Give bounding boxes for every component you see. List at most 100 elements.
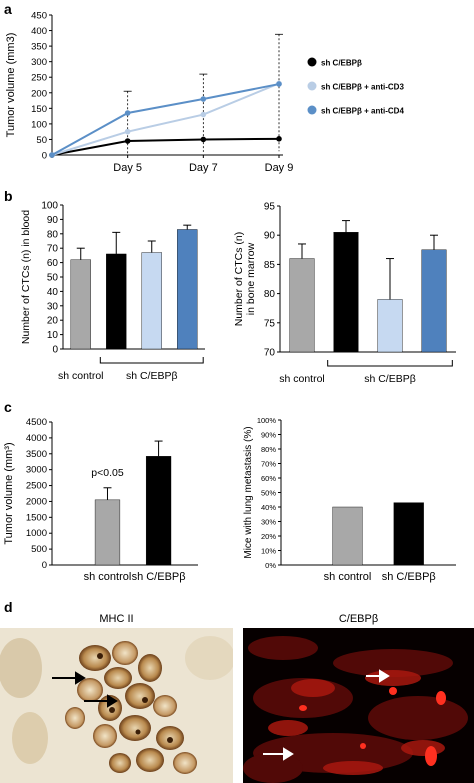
b-right-y-tick-label: 80 bbox=[264, 289, 276, 300]
arrow-icon bbox=[366, 669, 390, 683]
mhc-ii-micrograph bbox=[0, 628, 233, 783]
a-legend-label-1: sh C/EBPβ + anti-CD3 bbox=[321, 83, 404, 92]
cebpb-micrograph bbox=[243, 628, 474, 783]
c-left-y-tick-label: 4000 bbox=[26, 433, 47, 444]
c-left-x-tick-label: sh control bbox=[84, 571, 132, 583]
b-left-y-tick-label: 20 bbox=[47, 316, 59, 327]
c-right-y-axis: 0% 10% 20% 30% 40% 50% 60% 70% 80% 90% 100% bbox=[257, 416, 282, 570]
c-right-y-tick-label: 60% bbox=[261, 474, 276, 483]
b-right-group-label-control: sh control bbox=[279, 373, 325, 385]
b-right-y-label-line2: in bone marrow bbox=[245, 242, 257, 315]
c-right-bar bbox=[393, 502, 424, 566]
a-y-tick-label: 250 bbox=[31, 73, 47, 84]
panel-label-a: a bbox=[4, 1, 12, 17]
b-right-group-bracket bbox=[327, 360, 453, 367]
c-right-y-tick-label: 70% bbox=[261, 460, 276, 469]
b-right-y-tick-label: 85 bbox=[264, 260, 276, 271]
b-left-group-label-control: sh control bbox=[58, 370, 104, 382]
c-right-y-tick-label: 20% bbox=[261, 532, 276, 541]
stained-cell-cluster bbox=[65, 641, 197, 774]
c-right-y-tick-label: 90% bbox=[261, 431, 276, 440]
b-left-y-tick-label: 30 bbox=[47, 301, 59, 312]
b-right-y-label: Number of CTCs (n) bbox=[233, 232, 245, 327]
arrow-icon bbox=[84, 694, 118, 708]
c-left-y-tick-label: 2500 bbox=[26, 481, 47, 492]
b-right-bar bbox=[333, 232, 359, 353]
a-legend-marker-2 bbox=[307, 105, 317, 115]
panel-label-b: b bbox=[4, 188, 13, 204]
a-point-2 bbox=[124, 110, 131, 116]
b-right-group-label-cebpb: sh C/EBPβ bbox=[364, 373, 416, 385]
a-y-label: Tumor volume (mm3) bbox=[5, 33, 17, 138]
c-left-y-axis: 0 500 1000 1500 2000 2500 3000 3500 4000 4500 bbox=[26, 417, 53, 571]
a-point-2 bbox=[276, 81, 282, 87]
c-right-y-tick-label: 10% bbox=[261, 547, 276, 556]
a-point-0 bbox=[124, 138, 131, 144]
a-point-0 bbox=[276, 136, 282, 142]
b-left-y-tick-label: 50 bbox=[47, 273, 59, 284]
c-left-bar bbox=[145, 456, 172, 566]
a-series-line-2 bbox=[51, 83, 280, 156]
b-left-y-tick-label: 10 bbox=[47, 330, 59, 341]
b-left-bar bbox=[70, 259, 91, 350]
a-y-tick-label: 400 bbox=[31, 26, 47, 37]
panel-label-c: c bbox=[4, 399, 12, 415]
a-series-line-0 bbox=[51, 137, 280, 156]
a-y-tick-label: 350 bbox=[31, 42, 47, 53]
c-left-significance-label: p<0.05 bbox=[91, 467, 124, 479]
b-right-y-axis: 70 75 80 85 90 95 bbox=[264, 202, 281, 359]
a-legend-marker-0 bbox=[307, 57, 317, 67]
c-right-y-tick-label: 50% bbox=[261, 489, 276, 498]
a-y-tick-label: 0 bbox=[42, 151, 47, 162]
arrow-icon bbox=[263, 747, 294, 761]
b-left-y-tick-label: 100 bbox=[41, 201, 58, 212]
b-left-y-tick-label: 70 bbox=[47, 244, 59, 255]
c-left-y-tick-label: 500 bbox=[31, 544, 47, 555]
b-left-y-tick-label: 0 bbox=[52, 345, 58, 356]
a-point-1 bbox=[124, 128, 131, 135]
b-right-y-tick-label: 95 bbox=[264, 202, 276, 213]
c-left-y-tick-label: 1000 bbox=[26, 528, 47, 539]
c-right-y-tick-label: 30% bbox=[261, 518, 276, 527]
c-left-y-tick-label: 0 bbox=[42, 560, 47, 571]
b-left-group-bracket bbox=[99, 357, 204, 364]
c-right-y-tick-label: 80% bbox=[261, 445, 276, 454]
b-right-y-tick-label: 75 bbox=[264, 318, 276, 329]
c-right-y-tick-label: 0% bbox=[265, 561, 276, 570]
a-legend-marker-1 bbox=[307, 81, 317, 91]
c-right-x-tick-label: sh C/EBPβ bbox=[382, 571, 436, 583]
c-right-x-tick-label: sh control bbox=[324, 571, 372, 583]
c-right-y-tick-label: 100% bbox=[257, 416, 277, 425]
a-x-tick-label: Day 5 bbox=[113, 162, 142, 174]
panel-label-d: d bbox=[4, 599, 13, 615]
b-left-group-label-cebpb: sh C/EBPβ bbox=[126, 370, 178, 382]
a-y-tick-label: 50 bbox=[36, 135, 47, 146]
a-y-tick-label: 200 bbox=[31, 88, 47, 99]
b-left-y-axis: 0 10 20 30 40 50 60 70 80 90 100 bbox=[41, 201, 64, 356]
a-legend-label-0: sh C/EBPβ bbox=[321, 59, 362, 68]
c-left-x-tick-label: sh C/EBPβ bbox=[132, 571, 186, 583]
b-right-bar bbox=[377, 299, 403, 353]
b-right-y-tick-label: 90 bbox=[264, 231, 276, 242]
c-left-y-tick-label: 2000 bbox=[26, 496, 47, 507]
c-right-bar bbox=[332, 506, 363, 566]
c-left-y-tick-label: 3000 bbox=[26, 465, 47, 476]
a-x-tick-label: Day 9 bbox=[265, 162, 294, 174]
arrow-icon bbox=[52, 671, 86, 685]
b-right-y-tick-label: 70 bbox=[264, 348, 276, 359]
b-left-y-tick-label: 60 bbox=[47, 258, 59, 269]
a-point-2 bbox=[49, 152, 55, 158]
b-left-y-tick-label: 80 bbox=[47, 229, 59, 240]
b-left-y-label: Number of CTCs (n) in blood bbox=[20, 210, 32, 344]
a-legend-label-2: sh C/EBPβ + anti-CD4 bbox=[321, 107, 404, 116]
b-left-bar bbox=[106, 253, 127, 350]
a-point-2 bbox=[200, 96, 207, 102]
b-right-bar bbox=[421, 249, 447, 353]
cebpb-title: C/EBPβ bbox=[338, 613, 379, 625]
a-y-tick-label: 450 bbox=[31, 11, 47, 22]
a-y-tick-label: 150 bbox=[31, 104, 47, 115]
a-point-1 bbox=[200, 111, 207, 118]
c-left-bar bbox=[94, 499, 121, 566]
c-right-y-label: Mice with lung metastasis (%) bbox=[243, 426, 254, 558]
